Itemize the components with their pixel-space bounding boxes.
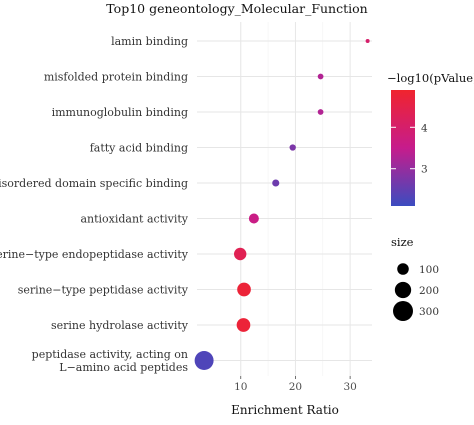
data-point-2 bbox=[317, 109, 324, 115]
grid-lines bbox=[197, 22, 372, 376]
x-axis-label: Enrichment Ratio bbox=[231, 403, 339, 417]
size-legend-key-2 bbox=[393, 301, 413, 321]
category-label-6: serine−type endopeptidase activity bbox=[0, 248, 189, 261]
category-label-4: disordered domain specific binding bbox=[0, 177, 188, 190]
size-legend: size 100 200 300 bbox=[391, 235, 439, 321]
color-legend: −log10(pValue) 34 bbox=[387, 71, 474, 206]
size-legend-label-0: 100 bbox=[419, 264, 439, 276]
category-labels: lamin binding misfolded protein binding im… bbox=[0, 35, 189, 374]
color-bar bbox=[391, 90, 415, 206]
plot-panel bbox=[197, 22, 372, 376]
category-label-8: serine hydrolase activity bbox=[51, 319, 189, 332]
data-point-6 bbox=[234, 247, 247, 261]
size-legend-entries: 100 200 300 bbox=[393, 263, 439, 321]
data-point-7 bbox=[237, 282, 251, 297]
category-label-5: antioxidant activity bbox=[80, 213, 188, 226]
data-point-1 bbox=[317, 73, 324, 80]
x-tick-label-1: 20 bbox=[289, 381, 302, 393]
color-bar-label-0: 3 bbox=[421, 164, 428, 176]
x-tick-label-0: 10 bbox=[234, 381, 247, 393]
category-label-9-line-0: peptidase activity, acting on bbox=[32, 348, 188, 361]
size-legend-key-0 bbox=[397, 263, 409, 275]
x-tick-label-2: 30 bbox=[343, 381, 356, 393]
size-legend-key-1 bbox=[394, 281, 412, 299]
data-point-3 bbox=[289, 144, 296, 151]
data-point-4 bbox=[272, 179, 280, 187]
color-legend-title: −log10(pValue) bbox=[387, 71, 474, 85]
chart-title: Top10 geneontology_Molecular_Function bbox=[106, 1, 367, 16]
category-label-2: immunoglobulin binding bbox=[52, 106, 188, 119]
data-point-0 bbox=[365, 39, 370, 43]
color-bar-label-1: 4 bbox=[421, 122, 428, 134]
data-point-5 bbox=[248, 213, 259, 224]
category-label-9-line-1: L−amino acid peptides bbox=[59, 361, 188, 374]
category-label-7: serine−type peptidase activity bbox=[18, 284, 189, 297]
data-points bbox=[194, 39, 370, 370]
size-legend-label-2: 300 bbox=[419, 306, 439, 318]
color-bar-ticks: 34 bbox=[391, 122, 428, 176]
data-point-9 bbox=[194, 351, 214, 370]
size-legend-label-1: 200 bbox=[419, 285, 439, 297]
data-point-8 bbox=[236, 318, 251, 332]
category-label-3: fatty acid binding bbox=[90, 142, 188, 155]
size-legend-title: size bbox=[391, 235, 414, 249]
category-label-0: lamin binding bbox=[111, 35, 188, 48]
x-tick-labels: 10 20 30 bbox=[234, 376, 357, 393]
category-label-1: misfolded protein binding bbox=[44, 71, 188, 84]
